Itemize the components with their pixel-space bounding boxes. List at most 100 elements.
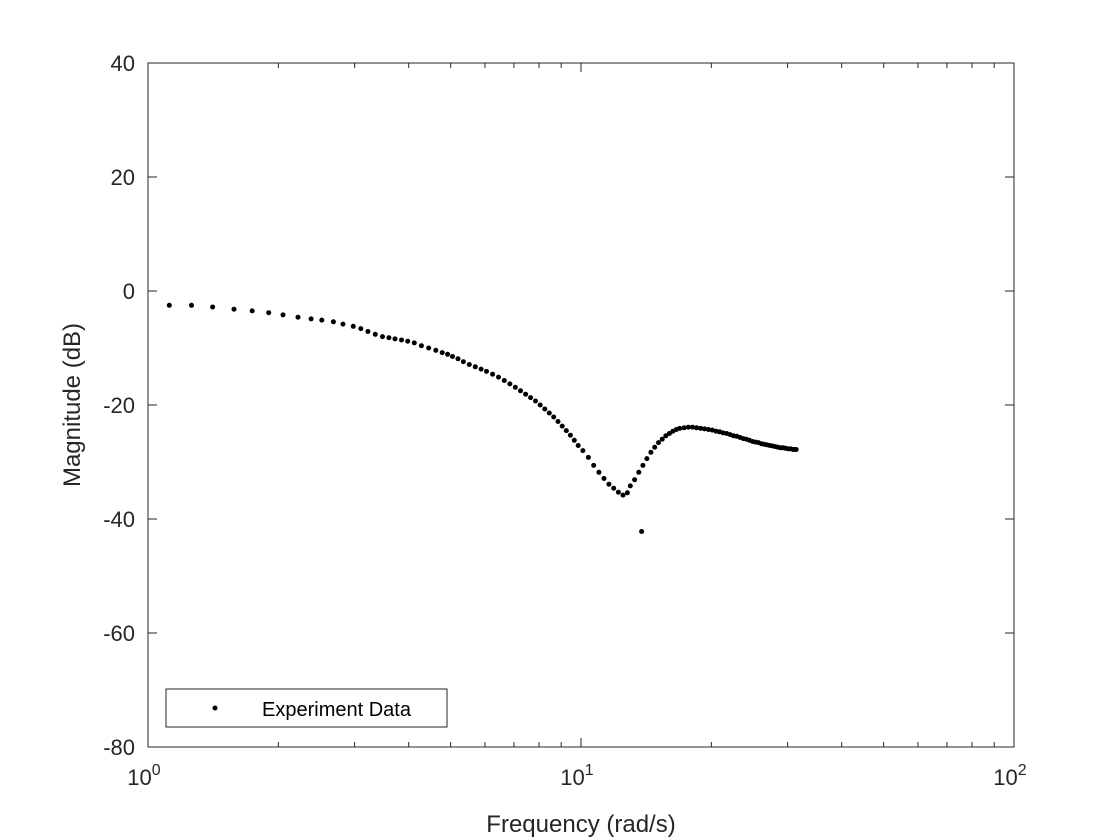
data-point [210, 304, 216, 310]
data-point [663, 433, 669, 439]
data-point [555, 419, 561, 424]
data-point [698, 425, 704, 431]
data-point [405, 338, 411, 344]
y-tick-label: -20 [103, 393, 135, 418]
data-point [484, 368, 489, 374]
data-point [606, 481, 612, 487]
data-point [648, 449, 654, 455]
data-point [380, 334, 385, 340]
data-point [319, 317, 325, 323]
data-point [365, 329, 371, 334]
x-tick-label: 100 [127, 762, 160, 790]
y-tick-label: 0 [123, 279, 135, 304]
data-point [450, 354, 455, 359]
data-point [567, 432, 573, 438]
data-point [702, 426, 708, 432]
data-point [563, 428, 569, 434]
data-point [575, 443, 581, 448]
data-point [585, 454, 591, 460]
data-point [280, 312, 286, 318]
data-point [551, 414, 557, 420]
data-point [433, 347, 439, 353]
data-point [249, 308, 255, 314]
x-tick-label: 102 [993, 762, 1026, 790]
data-point [445, 351, 451, 357]
y-tick-label: 40 [111, 51, 135, 76]
legend: Experiment Data [165, 688, 448, 728]
data-point [793, 447, 799, 452]
data-point [528, 395, 534, 401]
data-point [523, 391, 529, 397]
data-point [455, 356, 461, 362]
plot-area [148, 63, 1014, 747]
data-point [350, 323, 356, 329]
data-point [596, 469, 602, 475]
data-point [501, 378, 507, 383]
data-markers [166, 302, 799, 534]
data-point [512, 384, 518, 390]
data-point [652, 444, 658, 450]
data-point [411, 340, 417, 346]
data-point [681, 425, 687, 431]
data-point [295, 314, 301, 320]
data-point [330, 319, 336, 325]
x-tick-labels: 100 101 102 [127, 762, 1026, 790]
data-point [644, 456, 650, 462]
data-point [659, 436, 665, 442]
x-tick-label: 101 [560, 762, 593, 790]
data-point [632, 477, 638, 483]
data-point [266, 310, 272, 316]
data-point [189, 302, 194, 308]
data-point [624, 490, 630, 496]
data-point [677, 425, 683, 431]
data-point [231, 306, 237, 312]
y-tick-label: 20 [111, 165, 135, 190]
data-point [490, 371, 496, 377]
data-point [478, 366, 484, 372]
data-point [518, 388, 523, 394]
x-axis-label: Frequency (rad/s) [486, 811, 675, 838]
data-point [166, 302, 172, 308]
data-point [418, 343, 424, 349]
data-point [620, 492, 626, 498]
data-point [639, 529, 645, 534]
data-point [392, 336, 398, 342]
data-point [559, 423, 565, 429]
data-point [358, 326, 364, 332]
legend-marker [212, 705, 218, 711]
data-point [591, 462, 597, 468]
data-point [636, 469, 642, 475]
legend-label: Experiment Data [262, 699, 412, 721]
data-point [426, 345, 432, 351]
data-point [571, 437, 577, 443]
y-tick-label: -80 [103, 735, 135, 760]
data-point [656, 440, 661, 446]
data-point [308, 316, 314, 322]
data-point [627, 483, 633, 489]
data-point [496, 374, 501, 380]
data-point [542, 406, 548, 412]
data-point [580, 448, 586, 454]
data-point [537, 402, 543, 408]
y-tick-labels: 40 20 0 -20 -40 -60 -80 [103, 51, 135, 760]
data-point [690, 424, 696, 430]
data-point [372, 331, 378, 337]
data-point [340, 321, 346, 327]
data-point [386, 335, 392, 341]
data-point [533, 398, 538, 404]
y-tick-label: -40 [103, 507, 135, 532]
data-point [546, 410, 552, 416]
data-point [706, 427, 711, 432]
data-point [439, 350, 445, 356]
data-point [615, 489, 621, 495]
data-point [694, 425, 700, 431]
axes-box [147, 62, 1015, 748]
data-point [601, 476, 607, 481]
data-point [472, 364, 478, 370]
data-point [399, 337, 404, 343]
y-axis-label: Magnitude (dB) [59, 323, 86, 487]
y-tick-label: -60 [103, 621, 135, 646]
data-point [466, 362, 472, 367]
data-point [640, 462, 646, 468]
